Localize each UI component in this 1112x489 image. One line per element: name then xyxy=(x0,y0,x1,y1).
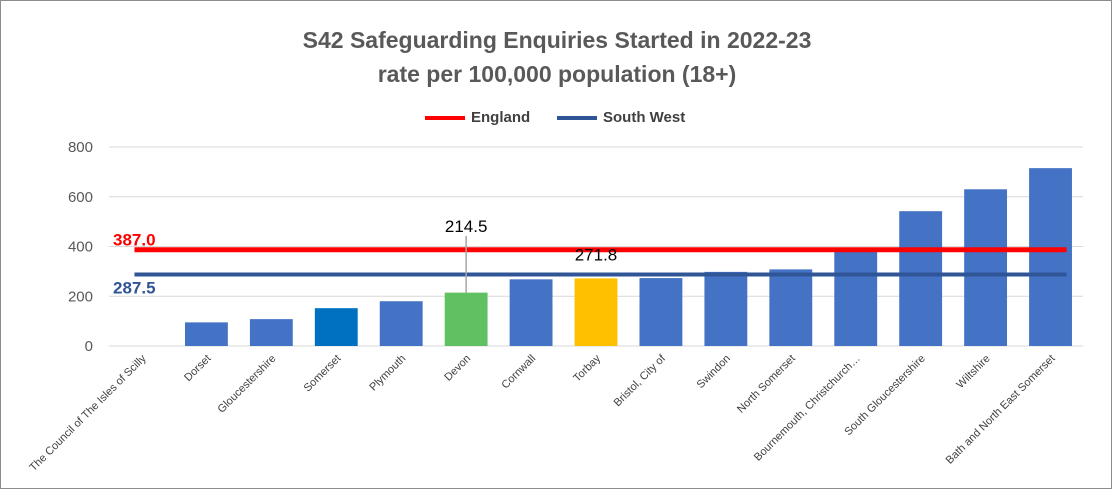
x-tick-label: Wiltshire xyxy=(954,353,992,391)
x-tick-label: Gloucestershire xyxy=(215,353,278,416)
bar xyxy=(834,249,878,346)
y-tick-label: 0 xyxy=(85,338,93,355)
x-tick-label: Dorset xyxy=(182,353,213,384)
chart-title: S42 Safeguarding Enquiries Started in 20… xyxy=(302,27,812,53)
y-tick-label: 800 xyxy=(68,139,93,156)
bar xyxy=(899,211,943,346)
legend-label-south-west: South West xyxy=(603,109,686,126)
bar xyxy=(509,279,553,346)
bar xyxy=(639,278,683,346)
x-tick-label: Cornwall xyxy=(499,353,538,392)
x-tick-label: Swindon xyxy=(695,353,733,391)
x-tick-label: Torbay xyxy=(571,352,603,384)
chart-title-block: S42 Safeguarding Enquiries Started in 20… xyxy=(1,23,1112,91)
bar xyxy=(444,292,488,346)
bar xyxy=(249,319,293,346)
x-tick-label: North Somerset xyxy=(735,353,798,416)
legend-swatch-england xyxy=(425,115,465,120)
x-tick-label: Devon xyxy=(442,353,473,384)
reference-label: 287.5 xyxy=(113,278,156,297)
x-tick-label: Somerset xyxy=(302,353,344,395)
y-tick-label: 200 xyxy=(68,288,93,305)
y-tick-label: 400 xyxy=(68,239,93,256)
bar xyxy=(704,271,748,346)
legend-label-england: England xyxy=(471,109,531,126)
data-label: 214.5 xyxy=(445,217,488,236)
chart-subtitle: rate per 100,000 population (18+) xyxy=(377,61,737,87)
x-tick-label: The Council of The Isles of Scilly xyxy=(27,352,149,474)
bar xyxy=(964,189,1008,346)
x-tick-label: Plymouth xyxy=(367,353,408,394)
bar xyxy=(1029,168,1072,346)
y-tick-label: 600 xyxy=(68,189,93,206)
data-label: 271.8 xyxy=(575,245,618,264)
bar xyxy=(184,322,228,346)
x-tick-label: Bath and North East Somerset xyxy=(944,353,1058,467)
bar xyxy=(769,269,813,346)
x-tick-label: Bristol, City of xyxy=(612,352,669,409)
reference-label: 387.0 xyxy=(113,231,156,250)
bar xyxy=(574,278,618,346)
legend-item-england: England xyxy=(425,109,530,126)
bar xyxy=(379,301,423,346)
bar xyxy=(314,308,358,346)
legend-swatch-south-west xyxy=(557,115,597,120)
x-tick-label: Bournemouth, Christchurch… xyxy=(752,353,863,464)
legend-item-south-west: South West xyxy=(557,109,685,126)
chart-legend: England South West xyxy=(1,109,1112,133)
